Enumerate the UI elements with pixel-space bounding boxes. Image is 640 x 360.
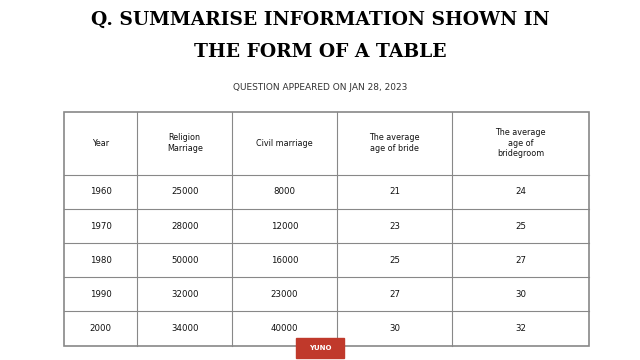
Text: 8000: 8000	[273, 187, 296, 196]
Text: 32000: 32000	[171, 290, 198, 299]
Text: Q. SUMMARISE INFORMATION SHOWN IN: Q. SUMMARISE INFORMATION SHOWN IN	[91, 11, 549, 29]
Text: 27: 27	[515, 256, 526, 265]
Text: Year: Year	[92, 139, 109, 148]
Text: 34000: 34000	[171, 324, 198, 333]
Text: 32: 32	[515, 324, 526, 333]
Text: 1980: 1980	[90, 256, 111, 265]
Text: 40000: 40000	[271, 324, 298, 333]
Text: THE FORM OF A TABLE: THE FORM OF A TABLE	[194, 43, 446, 61]
Text: 1960: 1960	[90, 187, 111, 196]
Text: YUNO: YUNO	[308, 345, 332, 351]
Text: Civil marriage: Civil marriage	[256, 139, 313, 148]
Text: 25000: 25000	[171, 187, 198, 196]
Text: The average
age of
bridegroom: The average age of bridegroom	[495, 128, 546, 158]
Text: 25: 25	[389, 256, 400, 265]
Text: QUESTION APPEARED ON JAN 28, 2023: QUESTION APPEARED ON JAN 28, 2023	[233, 83, 407, 92]
Text: 2000: 2000	[90, 324, 112, 333]
Text: 12000: 12000	[271, 221, 298, 230]
Text: 23000: 23000	[271, 290, 298, 299]
Text: 25: 25	[515, 221, 526, 230]
Text: Religion
Marriage: Religion Marriage	[167, 134, 203, 153]
Text: 16000: 16000	[271, 256, 298, 265]
Text: 30: 30	[515, 290, 526, 299]
Text: 1970: 1970	[90, 221, 111, 230]
Text: 30: 30	[389, 324, 400, 333]
Text: 21: 21	[389, 187, 400, 196]
Text: 23: 23	[389, 221, 400, 230]
Text: 27: 27	[389, 290, 400, 299]
Text: 28000: 28000	[171, 221, 198, 230]
Text: The average
age of bride: The average age of bride	[369, 134, 420, 153]
Text: 1990: 1990	[90, 290, 111, 299]
Text: 50000: 50000	[171, 256, 198, 265]
Text: 24: 24	[515, 187, 526, 196]
FancyBboxPatch shape	[296, 338, 344, 358]
